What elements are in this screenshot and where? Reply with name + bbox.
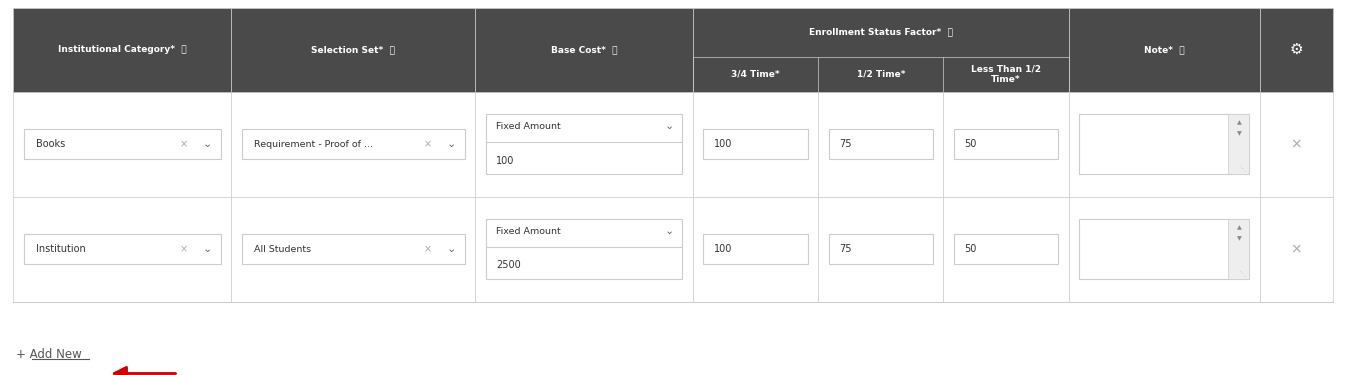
- FancyBboxPatch shape: [24, 129, 221, 159]
- Text: 75: 75: [839, 139, 852, 149]
- FancyBboxPatch shape: [1229, 219, 1249, 279]
- FancyBboxPatch shape: [1069, 92, 1260, 196]
- Text: ▼: ▼: [1237, 236, 1241, 241]
- Text: ×: ×: [424, 139, 432, 149]
- Text: ⌄: ⌄: [665, 121, 674, 131]
- Text: ▲: ▲: [1237, 225, 1241, 231]
- FancyBboxPatch shape: [693, 92, 1069, 196]
- FancyBboxPatch shape: [704, 129, 808, 159]
- FancyBboxPatch shape: [693, 196, 818, 302]
- Text: + Add New: + Add New: [16, 348, 82, 361]
- FancyBboxPatch shape: [818, 196, 944, 302]
- FancyBboxPatch shape: [475, 8, 693, 92]
- FancyBboxPatch shape: [1260, 196, 1333, 302]
- Text: 100: 100: [713, 244, 732, 254]
- FancyBboxPatch shape: [693, 196, 1069, 302]
- FancyBboxPatch shape: [1260, 92, 1333, 196]
- FancyBboxPatch shape: [242, 234, 464, 264]
- Text: ⌄: ⌄: [447, 139, 456, 149]
- FancyBboxPatch shape: [1079, 114, 1249, 174]
- Text: ⌄: ⌄: [203, 139, 213, 149]
- FancyBboxPatch shape: [1079, 219, 1249, 279]
- Text: ▲: ▲: [1237, 120, 1241, 126]
- Text: 50: 50: [965, 139, 977, 149]
- Text: Base Cost*  ⓘ: Base Cost* ⓘ: [551, 45, 618, 54]
- FancyBboxPatch shape: [1069, 8, 1260, 92]
- Text: Enrollment Status Factor*  ⓘ: Enrollment Status Factor* ⓘ: [809, 28, 953, 37]
- FancyBboxPatch shape: [475, 92, 693, 196]
- Text: ⋱: ⋱: [1238, 271, 1245, 277]
- Text: Fixed Amount: Fixed Amount: [497, 122, 561, 130]
- FancyBboxPatch shape: [1069, 196, 1260, 302]
- Text: Requirement - Proof of ...: Requirement - Proof of ...: [253, 140, 373, 148]
- Text: ×: ×: [424, 244, 432, 254]
- Text: 100: 100: [497, 156, 514, 165]
- FancyBboxPatch shape: [829, 129, 933, 159]
- Text: ⌄: ⌄: [665, 226, 674, 236]
- Text: All Students: All Students: [253, 244, 311, 254]
- Text: Books: Books: [36, 139, 65, 149]
- FancyBboxPatch shape: [1260, 8, 1333, 92]
- FancyBboxPatch shape: [486, 219, 682, 279]
- FancyBboxPatch shape: [475, 196, 693, 302]
- Text: 3/4 Time*: 3/4 Time*: [731, 70, 779, 79]
- FancyBboxPatch shape: [693, 92, 818, 196]
- Text: ×: ×: [1291, 242, 1302, 256]
- Text: Institutional Category*  ⓘ: Institutional Category* ⓘ: [58, 45, 187, 54]
- Text: ⌄: ⌄: [203, 244, 213, 254]
- FancyBboxPatch shape: [486, 114, 682, 174]
- FancyBboxPatch shape: [1229, 114, 1249, 174]
- Text: Institution: Institution: [36, 244, 86, 254]
- FancyBboxPatch shape: [232, 92, 475, 196]
- Text: 100: 100: [713, 139, 732, 149]
- FancyBboxPatch shape: [232, 8, 475, 92]
- Text: ⚙: ⚙: [1289, 42, 1303, 57]
- FancyBboxPatch shape: [13, 92, 232, 196]
- Text: ▼: ▼: [1237, 131, 1241, 136]
- FancyBboxPatch shape: [13, 196, 232, 302]
- FancyBboxPatch shape: [13, 8, 232, 92]
- Text: Note*  ⓘ: Note* ⓘ: [1144, 45, 1184, 54]
- Text: 50: 50: [965, 244, 977, 254]
- Text: 2500: 2500: [497, 261, 521, 270]
- FancyBboxPatch shape: [704, 234, 808, 264]
- FancyBboxPatch shape: [954, 129, 1058, 159]
- FancyBboxPatch shape: [24, 234, 221, 264]
- FancyBboxPatch shape: [944, 196, 1069, 302]
- Text: 75: 75: [839, 244, 852, 254]
- FancyBboxPatch shape: [818, 92, 944, 196]
- Text: Fixed Amount: Fixed Amount: [497, 226, 561, 236]
- FancyBboxPatch shape: [954, 234, 1058, 264]
- FancyBboxPatch shape: [693, 8, 1069, 92]
- Text: Less Than 1/2
Time*: Less Than 1/2 Time*: [970, 64, 1040, 84]
- FancyBboxPatch shape: [944, 92, 1069, 196]
- Text: ×: ×: [1291, 137, 1302, 151]
- FancyBboxPatch shape: [232, 196, 475, 302]
- Text: ×: ×: [179, 139, 187, 149]
- Text: 1/2 Time*: 1/2 Time*: [856, 70, 905, 79]
- Text: ⋱: ⋱: [1238, 166, 1245, 172]
- Text: Selection Set*  ⓘ: Selection Set* ⓘ: [311, 45, 396, 54]
- Text: ⌄: ⌄: [447, 244, 456, 254]
- FancyBboxPatch shape: [829, 234, 933, 264]
- FancyBboxPatch shape: [242, 129, 464, 159]
- Text: ×: ×: [179, 244, 187, 254]
